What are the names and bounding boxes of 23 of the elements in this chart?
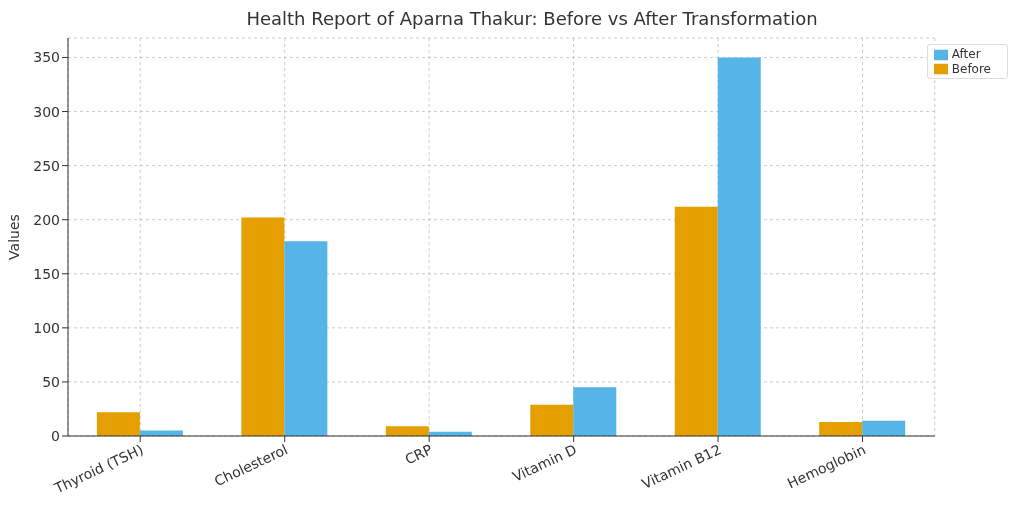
legend-label: After <box>951 47 981 61</box>
y-tick-label: 0 <box>51 427 60 444</box>
bar <box>717 57 761 436</box>
bar <box>862 420 906 436</box>
y-tick-label: 200 <box>33 211 60 228</box>
bar <box>385 426 429 436</box>
y-axis-title: Values <box>5 214 22 260</box>
bar <box>241 217 285 436</box>
bar <box>284 241 328 436</box>
x-tick-label: CRP <box>402 441 435 468</box>
y-tick-label: 300 <box>33 103 60 120</box>
bar <box>674 206 718 436</box>
y-tick-label: 100 <box>33 319 60 336</box>
legend-label: Before <box>951 61 991 76</box>
bar <box>819 421 863 436</box>
y-tick-label: 350 <box>33 49 60 66</box>
y-tick-label: 50 <box>42 373 60 390</box>
bar <box>530 404 574 436</box>
bar <box>96 412 140 436</box>
bar <box>573 387 617 436</box>
chart-title: Health Report of Aparna Thakur: Before vs After Transformation <box>245 8 819 31</box>
y-tick-label: 150 <box>33 265 60 282</box>
y-tick-label: 250 <box>33 157 60 174</box>
